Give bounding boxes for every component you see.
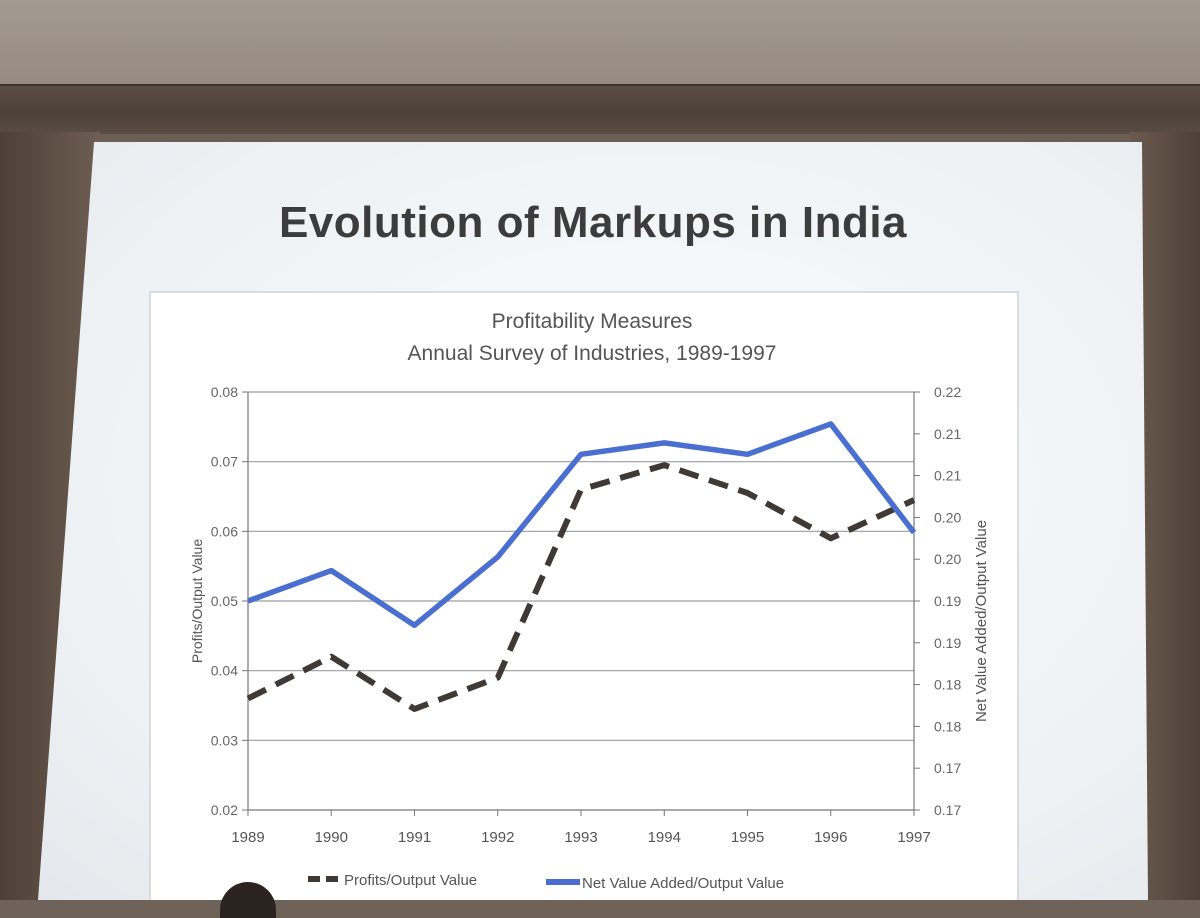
x-tick-label: 1991 (398, 829, 431, 846)
x-tick-label: 1990 (315, 829, 348, 846)
legend-label-profits: Profits/Output Value (344, 872, 477, 889)
left-tick-label: 0.06 (211, 523, 238, 539)
right-tick-label: 0.21 (934, 426, 961, 442)
x-tick-label: 1997 (897, 829, 930, 846)
left-tick-label: 0.05 (211, 593, 238, 609)
x-tick-label: 1992 (481, 829, 514, 846)
ceiling-beam (0, 84, 1200, 134)
left-tick-label: 0.08 (211, 384, 238, 400)
right-tick-label: 0.20 (934, 551, 961, 567)
left-tick-label: 0.02 (211, 802, 238, 818)
chart: Profitability Measures Annual Survey of … (38, 142, 1148, 900)
right-tick-label: 0.21 (934, 468, 961, 484)
ceiling (0, 0, 1200, 84)
legend-label-nva: Net Value Added/Output Value (582, 875, 784, 892)
right-tick-label: 0.17 (934, 802, 961, 818)
x-tick-label: 1989 (231, 829, 264, 846)
x-tick-label: 1993 (564, 829, 597, 846)
chart-area (150, 292, 1018, 900)
chart-subtitle: Annual Survey of Industries, 1989-1997 (408, 342, 777, 365)
left-tick-label: 0.04 (211, 663, 238, 679)
left-tick-label: 0.07 (211, 454, 238, 470)
right-tick-label: 0.20 (934, 509, 961, 525)
x-tick-label: 1994 (648, 829, 681, 846)
y-axis-label-left: Profits/Output Value (189, 539, 205, 663)
chart-title: Profitability Measures (492, 310, 693, 333)
right-tick-label: 0.18 (934, 718, 961, 734)
left-tick-label: 0.03 (211, 732, 238, 748)
right-tick-label: 0.17 (934, 760, 961, 776)
right-tick-label: 0.19 (934, 593, 961, 609)
x-tick-label: 1996 (814, 829, 847, 846)
right-tick-label: 0.18 (934, 677, 961, 693)
projection-screen: Evolution of Markups in India Profitabil… (38, 142, 1148, 900)
y-axis-label-right: Net Value Added/Output Value (973, 520, 990, 722)
x-tick-label: 1995 (731, 829, 764, 846)
right-tick-label: 0.19 (934, 635, 961, 651)
right-tick-label: 0.22 (934, 384, 961, 400)
